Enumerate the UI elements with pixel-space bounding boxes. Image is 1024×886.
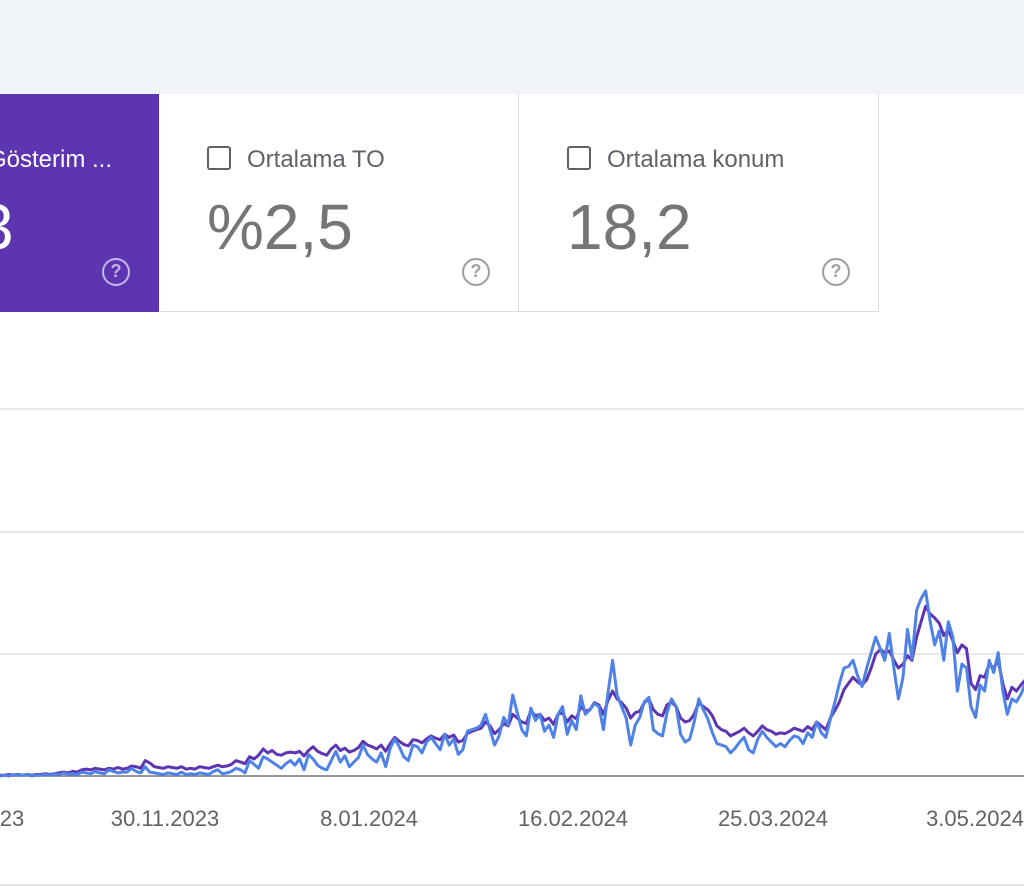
x-axis-ticks: 23 30.11.2023 8.01.2024 16.02.2024 25.03.202… — [0, 806, 1024, 831]
performance-chart[interactable]: 23 30.11.2023 8.01.2024 16.02.2024 25.03.202… — [0, 330, 1024, 886]
metric-card-impressions[interactable]: Gösterim ... 3 ? — [0, 94, 159, 312]
help-icon[interactable]: ? — [102, 258, 130, 286]
checkbox-average-ctr[interactable] — [207, 146, 231, 170]
top-bar — [0, 0, 1024, 94]
help-icon[interactable]: ? — [822, 258, 850, 286]
x-tick-label: 8.01.2024 — [320, 806, 418, 831]
metric-card-average-position[interactable]: Ortalama konum 18,2 ? — [519, 94, 879, 312]
x-tick-label: 3.05.2024 — [926, 806, 1024, 831]
chart-series — [0, 589, 1024, 778]
checkbox-average-position[interactable] — [567, 146, 591, 170]
chart-grid — [0, 408, 1024, 886]
metric-label-average-position: Ortalama konum — [607, 146, 785, 173]
x-tick-label: 16.02.2024 — [518, 806, 628, 831]
metric-label-impressions: Gösterim ... — [0, 146, 113, 173]
x-tick-label: 25.03.2024 — [718, 806, 828, 831]
series-line-2 — [0, 589, 1024, 778]
x-tick-label: 23 — [0, 806, 24, 831]
x-tick-label: 30.11.2023 — [111, 806, 219, 831]
help-icon[interactable]: ? — [462, 258, 490, 286]
metric-value-average-ctr: %2,5 — [207, 191, 353, 263]
metric-value-impressions: 3 — [0, 190, 14, 264]
metric-label-average-ctr: Ortalama TO — [247, 146, 385, 173]
series-line-1 — [0, 604, 1024, 777]
metric-value-average-position: 18,2 — [567, 191, 692, 263]
metric-card-average-ctr[interactable]: Ortalama TO %2,5 ? — [159, 94, 519, 312]
